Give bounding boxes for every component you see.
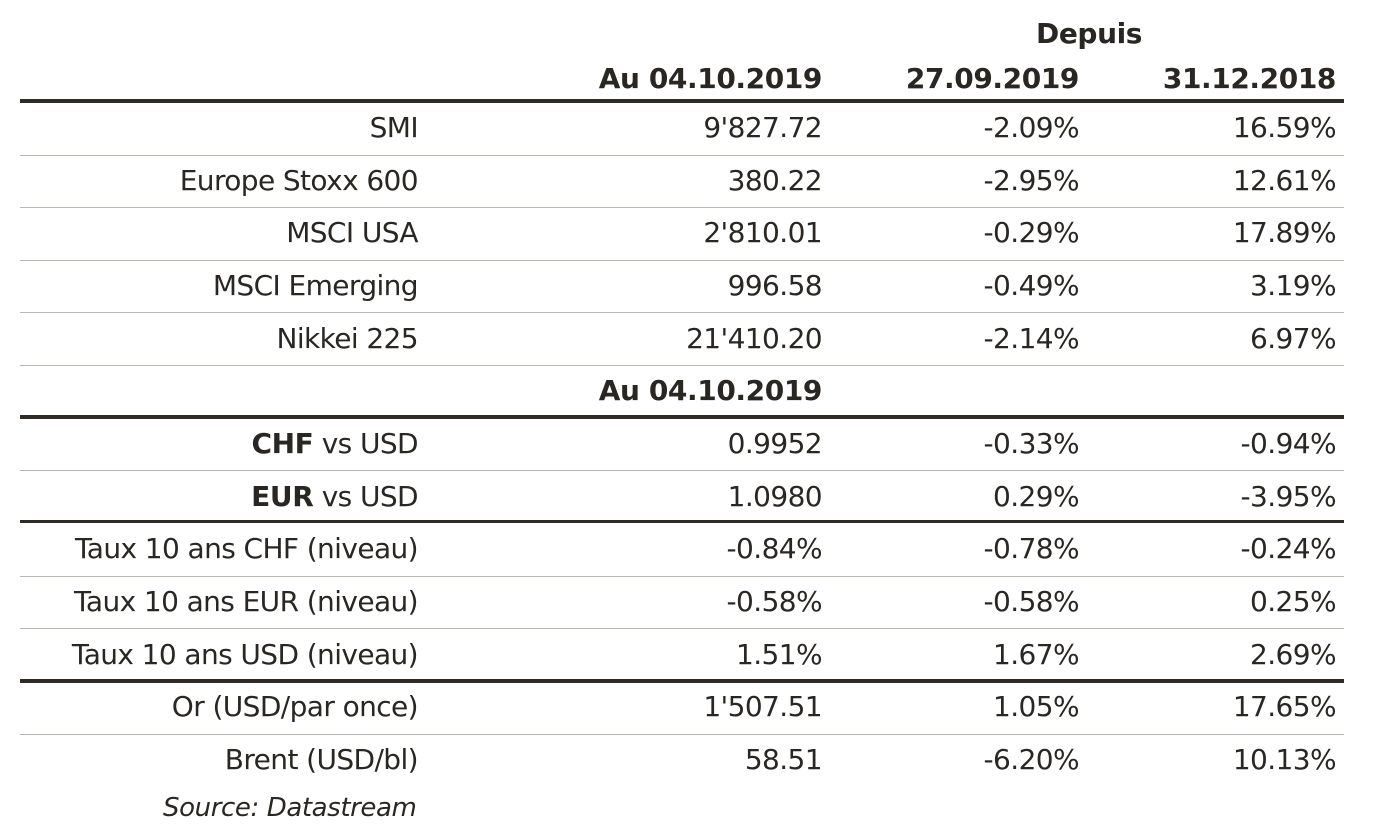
row-ytd: 17.65%: [1232, 690, 1337, 723]
row-value: 1.0980: [727, 480, 823, 513]
row-divider: [20, 365, 1344, 366]
row-label-rest: vs USD: [313, 480, 419, 513]
row-week: -0.29%: [983, 216, 1080, 249]
row-label-rest: vs USD: [313, 427, 419, 460]
row-value: -0.84%: [726, 532, 823, 565]
row-divider: [20, 260, 1344, 261]
row-ytd: 3.19%: [1250, 269, 1337, 302]
row-value: 1.51%: [736, 638, 823, 671]
source-note: Source: Datastream: [163, 793, 417, 823]
row-label: SMI: [369, 111, 419, 144]
row-divider: [20, 207, 1344, 208]
row-value: 2'810.01: [703, 216, 822, 249]
row-value: 380.22: [727, 164, 823, 197]
header-rule: [20, 99, 1344, 103]
row-divider: [20, 155, 1344, 156]
row-week: 1.67%: [993, 638, 1080, 671]
row-week: 1.05%: [993, 690, 1080, 723]
section-rule: [20, 415, 1344, 419]
row-divider: [20, 628, 1344, 629]
row-ytd: 17.89%: [1232, 216, 1337, 249]
row-week: -0.33%: [983, 427, 1080, 460]
col-header-week: 27.09.2019: [905, 62, 1080, 95]
row-week: -0.49%: [983, 269, 1080, 302]
row-ytd: 0.25%: [1250, 585, 1337, 618]
row-value: 21'410.20: [686, 322, 823, 355]
group-rule: [20, 679, 1344, 683]
row-ytd: 2.69%: [1250, 638, 1337, 671]
row-divider: [20, 312, 1344, 313]
row-value: 1'507.51: [703, 690, 822, 723]
row-label: EUR vs USD: [30, 479, 418, 515]
row-value: 58.51: [744, 743, 823, 776]
row-week: 0.29%: [993, 480, 1080, 513]
row-label: Taux 10 ans CHF (niveau): [74, 532, 419, 565]
col-header-ytd: 31.12.2018: [1162, 62, 1337, 95]
row-ytd: 6.97%: [1250, 322, 1337, 355]
currency-code: CHF: [251, 427, 314, 460]
row-divider: [20, 734, 1344, 735]
row-week: -2.14%: [983, 322, 1080, 355]
row-divider: [20, 470, 1344, 471]
row-label: Or (USD/par once): [171, 690, 419, 723]
row-value: 0.9952: [727, 427, 823, 460]
group-rule: [20, 520, 1344, 523]
row-ytd: -3.95%: [1240, 480, 1337, 513]
row-label: Taux 10 ans USD (niveau): [71, 638, 419, 671]
row-label: Taux 10 ans EUR (niveau): [74, 585, 419, 618]
currency-code: EUR: [251, 480, 314, 513]
row-ytd: 12.61%: [1232, 164, 1337, 197]
row-week: -2.09%: [983, 111, 1080, 144]
row-label: Europe Stoxx 600: [179, 164, 419, 197]
row-divider: [20, 576, 1344, 577]
section-label: Au 04.10.2019: [598, 374, 823, 407]
row-ytd: 10.13%: [1232, 743, 1337, 776]
row-value: 996.58: [727, 269, 823, 302]
row-label: MSCI USA: [286, 216, 418, 249]
row-ytd: -0.24%: [1240, 532, 1337, 565]
row-week: -2.95%: [983, 164, 1080, 197]
row-ytd: -0.94%: [1240, 427, 1337, 460]
row-ytd: 16.59%: [1232, 111, 1337, 144]
col-header-value: Au 04.10.2019: [598, 62, 823, 95]
row-week: -6.20%: [983, 743, 1080, 776]
row-label: Nikkei 225: [276, 322, 418, 355]
row-label: Brent (USD/bl): [224, 743, 419, 776]
row-week: -0.58%: [983, 585, 1080, 618]
row-label: MSCI Emerging: [212, 269, 419, 302]
row-week: -0.78%: [983, 532, 1080, 565]
depuis-header: Depuis: [1036, 17, 1143, 50]
row-label: CHF vs USD: [30, 426, 418, 462]
row-value: -0.58%: [726, 585, 823, 618]
row-value: 9'827.72: [703, 111, 822, 144]
